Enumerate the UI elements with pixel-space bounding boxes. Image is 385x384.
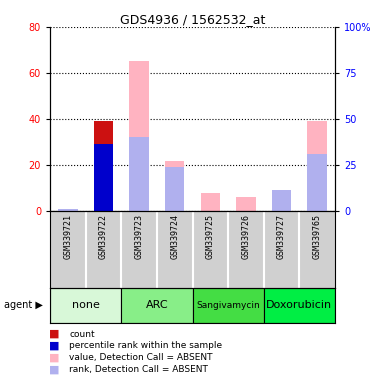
Text: ■: ■: [49, 365, 59, 375]
Text: rank, Detection Call = ABSENT: rank, Detection Call = ABSENT: [69, 365, 208, 374]
Title: GDS4936 / 1562532_at: GDS4936 / 1562532_at: [120, 13, 265, 26]
Text: GSM339724: GSM339724: [170, 214, 179, 258]
Text: GSM339727: GSM339727: [277, 214, 286, 258]
Bar: [94, 121, 113, 211]
Text: ■: ■: [49, 329, 59, 339]
Bar: [129, 137, 149, 211]
Text: GSM339721: GSM339721: [64, 214, 72, 258]
Bar: [307, 121, 327, 211]
Bar: [165, 161, 184, 211]
Bar: [94, 144, 113, 211]
Bar: [201, 193, 220, 211]
Bar: [50, 288, 121, 323]
Bar: [307, 154, 327, 211]
Text: count: count: [69, 329, 95, 339]
Text: ARC: ARC: [146, 300, 168, 310]
Bar: [272, 190, 291, 211]
Bar: [121, 288, 192, 323]
Text: Doxorubicin: Doxorubicin: [266, 300, 332, 310]
Bar: [165, 167, 184, 211]
Bar: [58, 209, 78, 211]
Bar: [264, 288, 335, 323]
Text: value, Detection Call = ABSENT: value, Detection Call = ABSENT: [69, 353, 213, 362]
Text: agent ▶: agent ▶: [4, 300, 43, 310]
Bar: [129, 61, 149, 211]
Text: Sangivamycin: Sangivamycin: [196, 301, 260, 310]
Bar: [236, 197, 256, 211]
Text: GSM339726: GSM339726: [241, 214, 250, 258]
Text: ■: ■: [49, 353, 59, 363]
Text: GSM339725: GSM339725: [206, 214, 215, 258]
Text: GSM339765: GSM339765: [313, 214, 321, 258]
Bar: [192, 288, 264, 323]
Text: GSM339723: GSM339723: [135, 214, 144, 258]
Text: GSM339722: GSM339722: [99, 214, 108, 258]
Text: ■: ■: [49, 341, 59, 351]
Text: none: none: [72, 300, 100, 310]
Text: percentile rank within the sample: percentile rank within the sample: [69, 341, 223, 351]
